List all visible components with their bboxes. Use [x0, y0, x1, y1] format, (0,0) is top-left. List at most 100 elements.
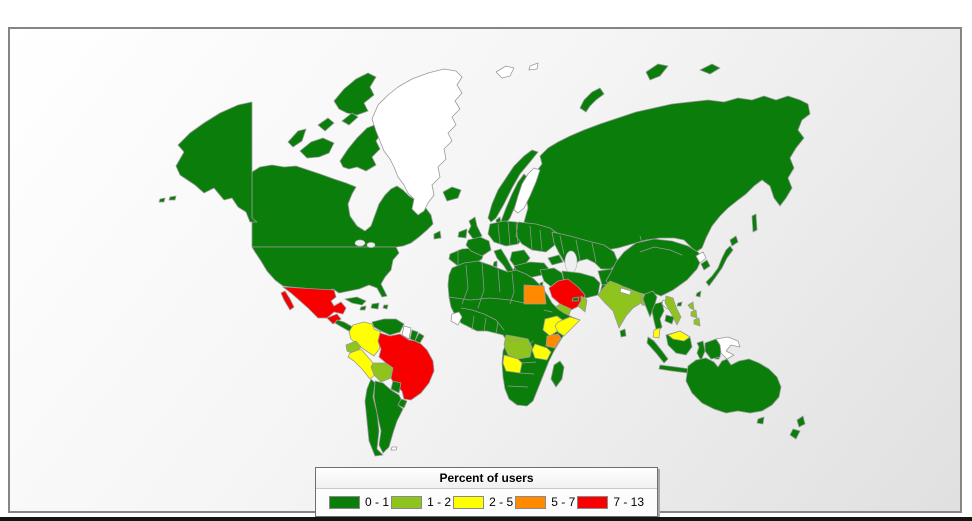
legend-label: 1 - 2	[427, 495, 452, 509]
island-tasmania[interactable]	[756, 416, 765, 425]
country-french-guiana[interactable]	[414, 332, 425, 344]
bottom-bar	[0, 517, 972, 521]
island-franz-josef[interactable]	[528, 62, 539, 71]
country-colombia[interactable]	[348, 321, 382, 357]
country-guinea[interactable]	[450, 311, 463, 326]
legend-title: Percent of users	[316, 468, 657, 489]
legend-entry: 5 - 7	[515, 495, 575, 509]
country-russia[interactable]	[523, 95, 811, 253]
country-papua-new-guinea[interactable]	[715, 336, 741, 360]
great-lake	[366, 242, 376, 248]
country-new-zealand-south[interactable]	[789, 428, 801, 440]
country-alaska[interactable]	[175, 101, 258, 223]
legend-entry: 7 - 13	[577, 495, 644, 509]
country-dr-congo[interactable]	[503, 334, 533, 360]
legend-label: 2 - 5	[489, 495, 514, 509]
region-east-europe[interactable]	[515, 221, 559, 253]
island-sulawesi[interactable]	[696, 340, 706, 362]
country-paraguay[interactable]	[390, 380, 402, 394]
country-puerto-rico[interactable]	[382, 304, 389, 310]
country-greenland[interactable]	[371, 68, 463, 216]
africa-borders	[448, 261, 553, 388]
country-norway[interactable]	[487, 149, 539, 223]
legend-entry: 1 - 2	[391, 495, 451, 509]
legend-swatch-5-7	[515, 495, 547, 509]
country-malaysia-peninsular[interactable]	[652, 327, 661, 339]
country-hispaniola[interactable]	[370, 302, 380, 310]
country-madagascar[interactable]	[550, 360, 565, 388]
legend-entry: 0 - 1	[329, 495, 389, 509]
country-finland[interactable]	[513, 167, 541, 214]
island-hokkaido[interactable]	[729, 235, 739, 247]
country-peru[interactable]	[347, 348, 378, 380]
legend-entries: 0 - 1 1 - 2 2 - 5 5 - 7 7 - 13	[316, 489, 657, 516]
country-somalia[interactable]	[554, 316, 581, 337]
region-caucasus[interactable]	[547, 254, 564, 266]
arctic-island-small-b[interactable]	[341, 112, 359, 126]
country-guatemala[interactable]	[326, 313, 342, 325]
arctic-island-baffin[interactable]	[339, 123, 384, 172]
country-north-korea[interactable]	[695, 251, 707, 264]
island-new-siberian[interactable]	[699, 63, 721, 75]
country-new-zealand-north[interactable]	[796, 415, 806, 428]
country-kenya[interactable]	[545, 333, 562, 349]
arctic-island-banks[interactable]	[287, 128, 307, 148]
country-canada[interactable]	[251, 164, 434, 248]
country-brazil[interactable]	[377, 332, 435, 401]
legend-swatch-1-2	[391, 495, 423, 509]
country-newfoundland[interactable]	[433, 230, 442, 240]
asia-borders	[559, 235, 677, 263]
legend-swatch-0-1	[329, 495, 360, 509]
country-argentina[interactable]	[373, 380, 404, 454]
country-uae[interactable]	[571, 296, 580, 302]
country-iceland[interactable]	[442, 186, 462, 202]
island-severnaya[interactable]	[645, 63, 669, 81]
country-jamaica[interactable]	[359, 305, 367, 311]
country-malaysia-borneo[interactable]	[667, 330, 691, 342]
continent-africa[interactable]	[447, 260, 581, 407]
island-sakhalin[interactable]	[751, 213, 758, 233]
country-guyana[interactable]	[401, 325, 412, 340]
great-lake	[354, 239, 366, 247]
europe-borders	[457, 220, 543, 266]
country-oman[interactable]	[577, 295, 588, 313]
country-ireland[interactable]	[457, 228, 468, 239]
country-cuba[interactable]	[344, 296, 367, 306]
country-cambodia[interactable]	[664, 314, 675, 325]
country-mexico-baja[interactable]	[280, 290, 295, 311]
country-egypt[interactable]	[523, 284, 547, 305]
country-france[interactable]	[465, 236, 492, 257]
legend-swatch-2-5	[453, 495, 485, 509]
country-sri-lanka[interactable]	[619, 328, 627, 338]
country-nepal[interactable]	[619, 287, 632, 296]
island-java[interactable]	[658, 364, 691, 374]
island-hainan[interactable]	[676, 301, 683, 307]
island-svalbard[interactable]	[495, 65, 515, 79]
country-venezuela[interactable]	[371, 318, 405, 336]
arctic-island-small-a[interactable]	[317, 117, 335, 132]
country-chile[interactable]	[364, 378, 384, 457]
arctic-island-ellesmere[interactable]	[333, 72, 377, 116]
country-usa[interactable]	[251, 246, 400, 298]
aleutian-islands[interactable]	[158, 195, 177, 203]
legend-swatch-7-13	[577, 495, 609, 509]
country-mexico[interactable]	[282, 286, 347, 319]
legend-label: 7 - 13	[613, 495, 644, 509]
legend-label: 5 - 7	[551, 495, 576, 509]
arctic-island-victoria[interactable]	[299, 137, 335, 159]
country-tanzania[interactable]	[531, 343, 552, 361]
island-novaya-zemlya[interactable]	[579, 87, 605, 113]
country-japan[interactable]	[705, 245, 734, 287]
island-sumatra[interactable]	[646, 336, 669, 364]
falkland-islands[interactable]	[390, 446, 398, 451]
island-sardinia[interactable]	[492, 260, 498, 268]
country-philippines[interactable]	[687, 301, 701, 327]
country-uk[interactable]	[467, 216, 483, 241]
island-taiwan[interactable]	[695, 290, 702, 298]
country-vietnam[interactable]	[664, 295, 682, 326]
legend-label: 0 - 1	[365, 495, 390, 509]
country-australia[interactable]	[685, 357, 782, 414]
country-south-korea[interactable]	[700, 259, 711, 271]
mongolia-border	[639, 246, 683, 256]
